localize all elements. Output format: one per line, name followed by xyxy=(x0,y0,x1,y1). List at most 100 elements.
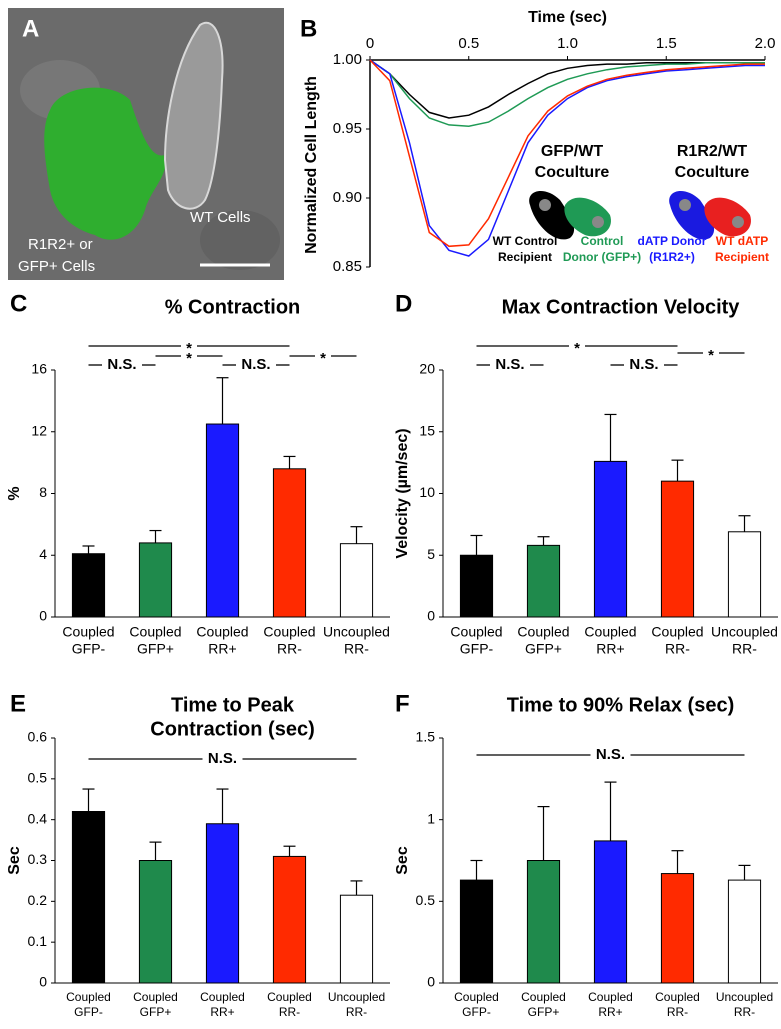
green-cell xyxy=(44,87,166,240)
legend-group-title: GFP/WT xyxy=(541,143,603,160)
y-axis-title: Normalized Cell Length xyxy=(303,76,320,254)
y-tick-label: 1.5 xyxy=(416,729,436,745)
panel-letter: C xyxy=(10,290,27,317)
x-tick-label: Coupled xyxy=(584,624,636,640)
x-tick-label: GFP- xyxy=(460,641,494,657)
bar xyxy=(205,423,240,618)
bar xyxy=(727,531,762,618)
x-tick-label: Uncoupled xyxy=(328,990,385,1004)
y-tick-label: 0.3 xyxy=(28,851,48,867)
significance-label: * xyxy=(186,350,192,367)
x-tick-label: Coupled xyxy=(450,624,502,640)
y-tick-label: 0 xyxy=(39,608,47,624)
y-tick-label: 0.5 xyxy=(416,892,436,908)
x-tick-label: Coupled xyxy=(133,990,178,1004)
y-axis-title: Velocity (µm/sec) xyxy=(394,428,411,558)
x-tick-label: RR- xyxy=(277,641,302,657)
x-tick-label: RR- xyxy=(732,641,757,657)
bar xyxy=(339,894,374,984)
x-tick-label: Coupled xyxy=(66,990,111,1004)
y-tick-label: 1.00 xyxy=(333,51,362,68)
bar xyxy=(526,544,561,618)
y-tick-label: 0.90 xyxy=(333,189,362,206)
x-tick-label: GFP- xyxy=(462,1005,491,1019)
wt-cell xyxy=(163,22,224,210)
significance-label: * xyxy=(186,340,192,357)
x-tick-label: RR- xyxy=(344,641,369,657)
legend-group-title: Coculture xyxy=(535,164,610,181)
legend-cells xyxy=(529,190,751,240)
x-tick-label: Coupled xyxy=(196,624,248,640)
x-tick-label: Coupled xyxy=(267,990,312,1004)
significance-label: * xyxy=(574,340,580,357)
legend-label: Recipient xyxy=(498,250,552,264)
significance-label: N.S. xyxy=(241,356,270,373)
panel-a: A R1R2+ or GFP+ Cells WT Cells xyxy=(8,8,284,280)
bar xyxy=(660,873,695,984)
significance-label: N.S. xyxy=(208,750,237,767)
legend-label: Recipient xyxy=(715,250,769,264)
panel-letter: A xyxy=(22,15,39,42)
x-tick-label: Coupled xyxy=(129,624,181,640)
legend-label: Control xyxy=(581,234,624,248)
y-tick-label: 15 xyxy=(419,422,435,438)
y-tick-label: 20 xyxy=(419,361,435,377)
bar xyxy=(459,554,494,618)
legend-group-title: R1R2/WT xyxy=(677,143,747,160)
x-tick-label: RR- xyxy=(279,1005,300,1019)
x-tick-label: Coupled xyxy=(521,990,566,1004)
y-tick-label: 0.95 xyxy=(333,120,362,137)
legend-group-title: Coculture xyxy=(675,164,750,181)
x-tick-label: Coupled xyxy=(651,624,703,640)
x-axis-title: Time (sec) xyxy=(528,9,607,26)
chart-title: Contraction (sec) xyxy=(150,718,314,740)
x-tick-label: Coupled xyxy=(655,990,700,1004)
y-tick-label: 0 xyxy=(427,974,435,990)
x-tick-label: 1.0 xyxy=(557,35,578,52)
series-line xyxy=(369,59,765,257)
x-tick-label: RR+ xyxy=(596,641,624,657)
x-tick-label: RR+ xyxy=(210,1005,234,1019)
x-tick-label: RR+ xyxy=(208,641,236,657)
x-tick-label: GFP- xyxy=(72,641,106,657)
chart-title: Time to Peak xyxy=(171,694,295,716)
chart-title: Max Contraction Velocity xyxy=(502,296,741,318)
legend-label: dATP Donor xyxy=(638,234,707,248)
series-line xyxy=(369,59,765,248)
x-tick-label: Coupled xyxy=(200,990,245,1004)
x-tick-label: RR- xyxy=(734,1005,755,1019)
x-tick-label: GFP- xyxy=(74,1005,103,1019)
chart-title: % Contraction xyxy=(165,296,301,318)
y-tick-label: 5 xyxy=(427,546,435,562)
x-tick-label: Coupled xyxy=(454,990,499,1004)
y-tick-label: 0.5 xyxy=(28,770,48,786)
bar xyxy=(339,543,374,618)
y-tick-label: 0.1 xyxy=(28,933,48,949)
x-tick-label: GFP+ xyxy=(137,641,174,657)
significance-label: N.S. xyxy=(596,746,625,763)
significance-label: * xyxy=(320,350,326,367)
legend-label: Donor (GFP+) xyxy=(563,250,641,264)
legend-label: WT dATP xyxy=(716,234,768,248)
bar xyxy=(459,879,494,984)
panel-letter: B xyxy=(300,15,317,42)
x-tick-label: Uncoupled xyxy=(716,990,773,1004)
significance-label: N.S. xyxy=(629,356,658,373)
y-axis-title: Sec xyxy=(394,846,411,875)
panel-letter: F xyxy=(395,690,410,717)
x-tick-label: GFP+ xyxy=(140,1005,172,1019)
y-axis-title: Sec xyxy=(6,846,23,875)
significance-label: N.S. xyxy=(495,356,524,373)
y-tick-label: 16 xyxy=(31,361,47,377)
bar xyxy=(71,553,106,618)
x-tick-label: Coupled xyxy=(263,624,315,640)
y-tick-label: 0 xyxy=(39,974,47,990)
x-tick-label: Coupled xyxy=(588,990,633,1004)
bar xyxy=(272,855,307,984)
y-tick-label: 4 xyxy=(39,546,47,562)
legend-label: WT Control xyxy=(493,234,558,248)
bar xyxy=(138,542,173,618)
y-tick-label: 0.6 xyxy=(28,729,48,745)
